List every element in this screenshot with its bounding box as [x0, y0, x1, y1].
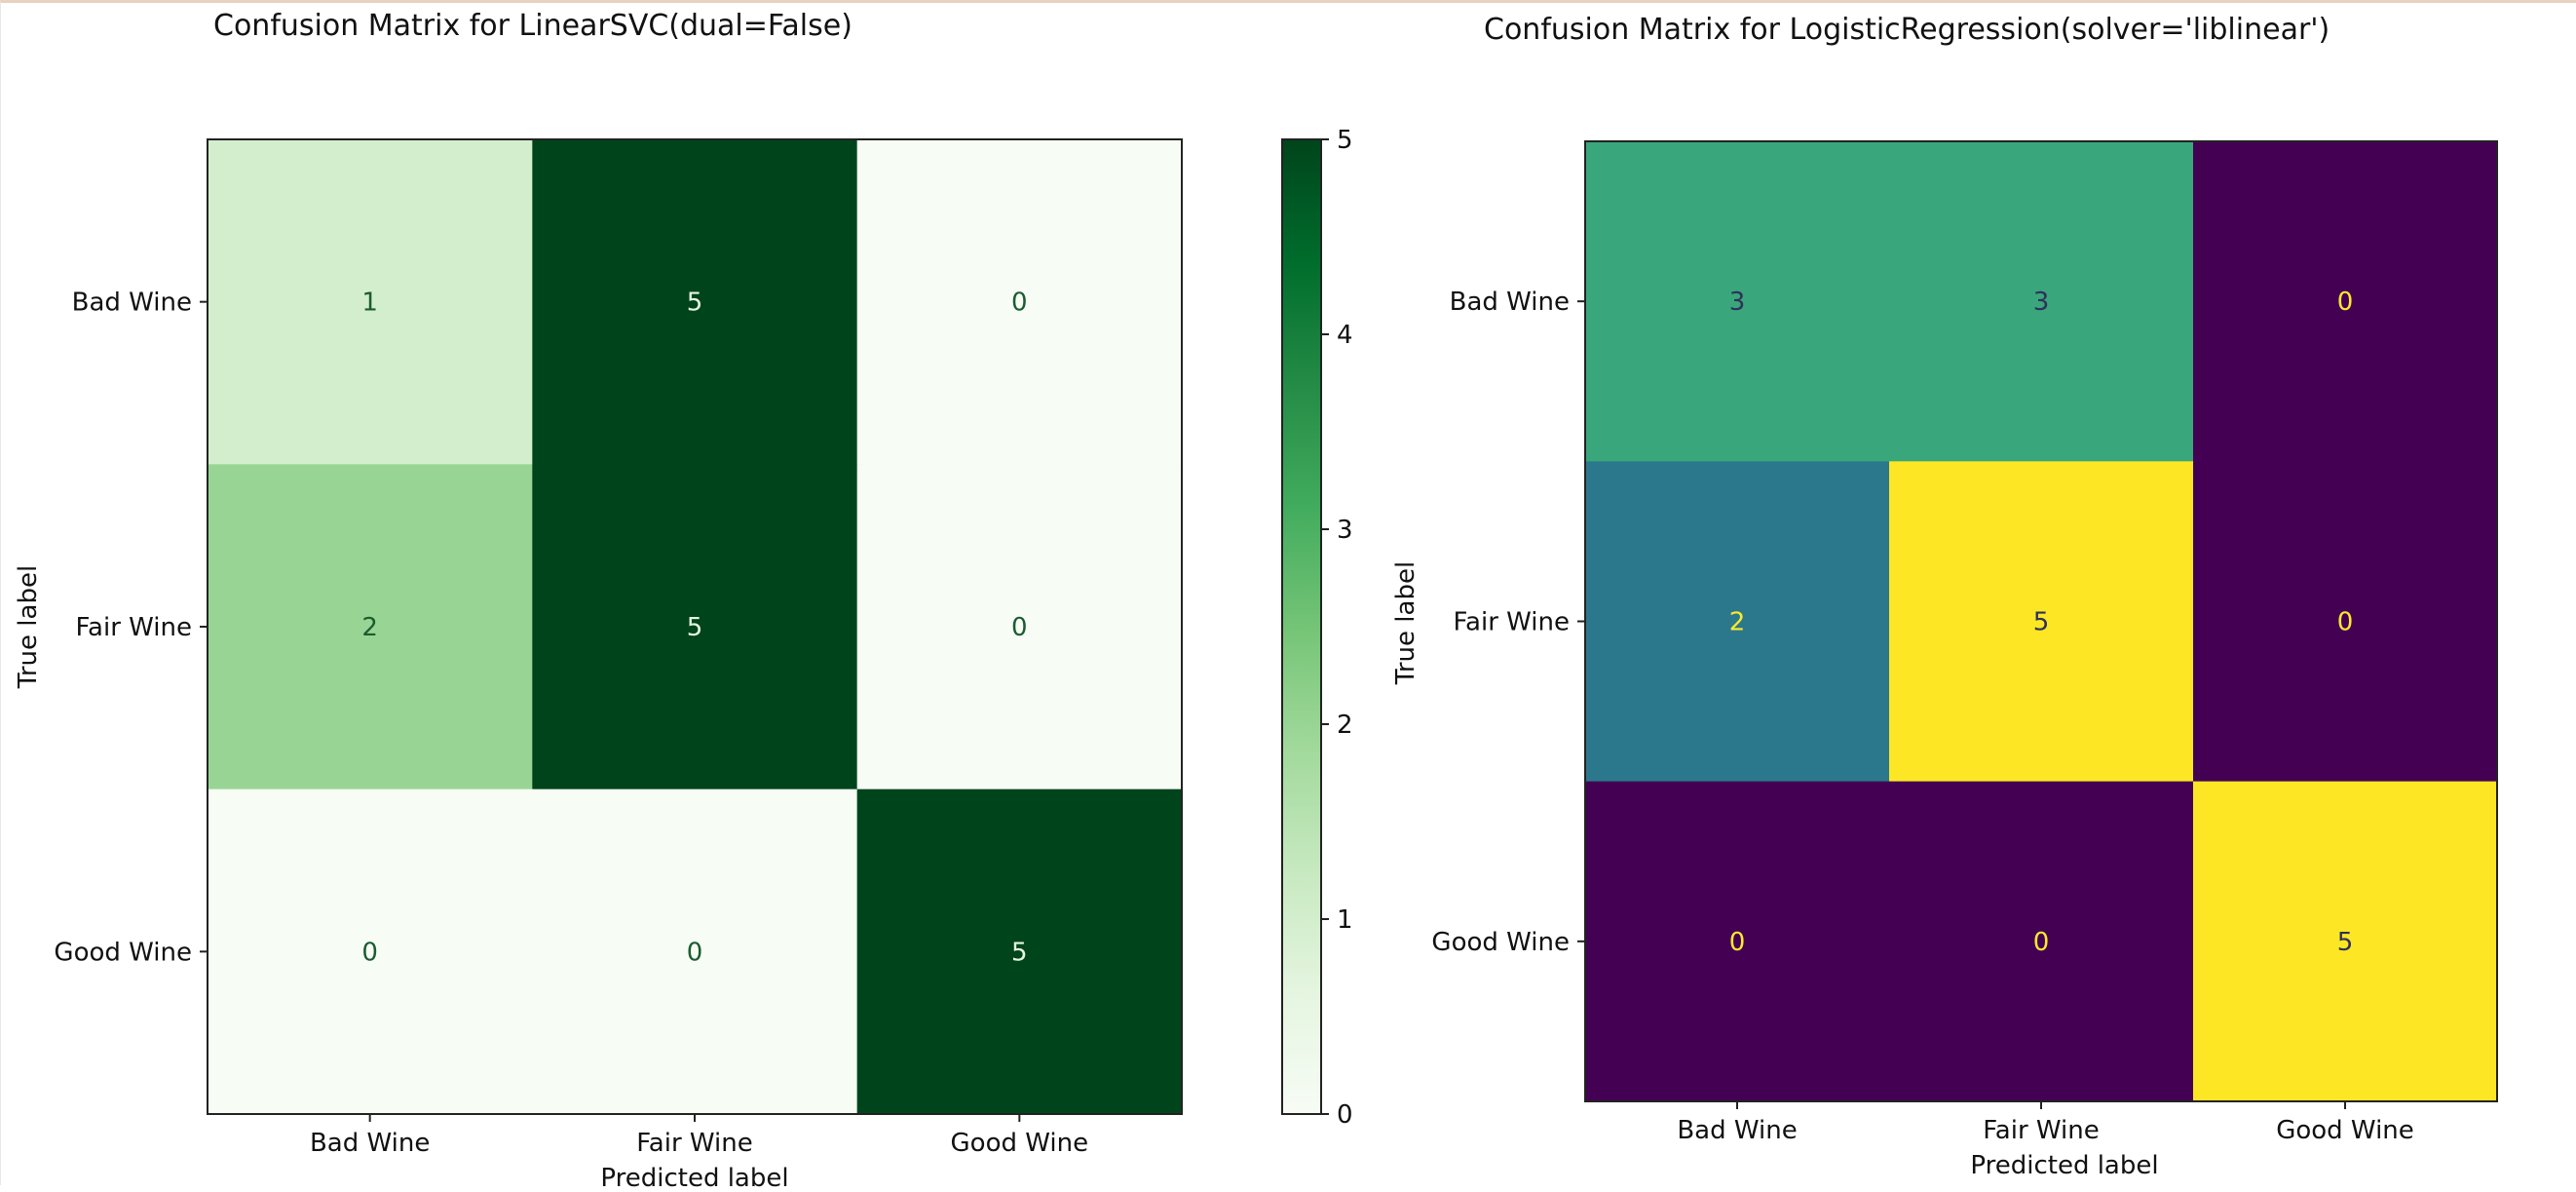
colorbar-tick-label: 4	[1337, 321, 1353, 350]
colorbar-tick-label: 2	[1337, 711, 1353, 740]
logreg-cell-value: 0	[1729, 928, 1746, 957]
linearsvc-cell	[208, 788, 533, 1115]
logreg-cell	[2193, 461, 2498, 783]
linearsvc-y-tick-label: Fair Wine	[75, 613, 192, 642]
logreg-cell	[1585, 781, 1890, 1102]
colorbar-ticks: 0 1 2 3 4 5	[1321, 126, 1353, 1130]
logreg-cells: 3 3 0 2 5 0 0 0 5	[1585, 141, 2498, 1102]
linearsvc-cells: 1 5 0 2 5 0 0 0 5	[208, 139, 1183, 1115]
linearsvc-cell-value: 5	[687, 288, 703, 318]
logreg-confusion-matrix: Confusion Matrix for LogisticRegression(…	[1391, 13, 2498, 1180]
linearsvc-x-tick-label: Good Wine	[951, 1129, 1089, 1158]
linearsvc-cell-value: 0	[361, 938, 378, 967]
logreg-cell-value: 0	[2337, 288, 2354, 317]
logreg-cell-value: 2	[1729, 608, 1746, 637]
logreg-y-axis-label: True label	[1391, 561, 1421, 685]
logreg-y-tick-label: Fair Wine	[1453, 608, 1570, 637]
logreg-cell	[1889, 781, 2194, 1102]
colorbar-tick-label: 3	[1337, 516, 1353, 545]
linearsvc-cell-value: 0	[1011, 613, 1028, 642]
logreg-chart-title: Confusion Matrix for LogisticRegression(…	[1484, 13, 2330, 47]
colorbar-tick-label: 1	[1337, 905, 1353, 935]
logreg-cell	[2193, 781, 2498, 1102]
linearsvc-cell	[856, 139, 1183, 465]
linearsvc-chart-title: Confusion Matrix for LinearSVC(dual=Fals…	[213, 9, 852, 43]
logreg-cell-value: 3	[2033, 288, 2050, 317]
logreg-cell-value: 5	[2033, 608, 2050, 637]
logreg-cell-value: 5	[2337, 928, 2354, 957]
logreg-x-tick-label: Good Wine	[2276, 1116, 2414, 1145]
linearsvc-cell	[856, 788, 1183, 1115]
logreg-cell	[1889, 461, 2194, 783]
logreg-cell	[2193, 141, 2498, 462]
linearsvc-confusion-matrix: Confusion Matrix for LinearSVC(dual=Fals…	[14, 9, 1353, 1192]
logreg-cell-value: 0	[2033, 928, 2050, 957]
colorbar-tick-label: 0	[1337, 1100, 1353, 1130]
linearsvc-cell	[208, 139, 533, 465]
logreg-x-axis-label: Predicted label	[1970, 1151, 2158, 1180]
logreg-y-tick-label: Bad Wine	[1450, 288, 1570, 317]
linearsvc-y-tick-label: Good Wine	[54, 938, 192, 967]
linearsvc-ticks: Bad Wine Fair Wine Good Wine Bad Wine Fair W…	[54, 288, 1088, 1158]
linearsvc-cell	[856, 464, 1183, 790]
linearsvc-y-tick-label: Bad Wine	[72, 288, 192, 318]
logreg-y-tick-label: Good Wine	[1431, 928, 1570, 957]
logreg-cell-value: 3	[1729, 288, 1746, 317]
logreg-cell	[1889, 141, 2194, 462]
logreg-cell	[1585, 461, 1890, 783]
linearsvc-cell-value: 0	[687, 938, 703, 967]
figure-svg: Confusion Matrix for LinearSVC(dual=Fals…	[14, 9, 2498, 1192]
linearsvc-x-tick-label: Bad Wine	[310, 1129, 430, 1158]
logreg-cell-value: 0	[2337, 608, 2354, 637]
linearsvc-cell-value: 0	[1011, 288, 1028, 318]
linearsvc-cell	[208, 464, 533, 790]
logreg-ticks: Bad Wine Fair Wine Good Wine Bad Wine Fair W…	[1431, 288, 2413, 1145]
linearsvc-colorbar: 0 1 2 3 4 5	[1281, 126, 1353, 1130]
linearsvc-x-axis-label: Predicted label	[600, 1164, 788, 1188]
logreg-x-tick-label: Bad Wine	[1677, 1116, 1797, 1145]
linearsvc-y-axis-label: True label	[14, 565, 43, 689]
logreg-cell	[1585, 141, 1890, 462]
linearsvc-cell-value: 1	[361, 288, 378, 318]
linearsvc-cell	[532, 464, 858, 790]
linearsvc-cell	[532, 788, 858, 1115]
logreg-x-tick-label: Fair Wine	[1983, 1116, 2100, 1145]
linearsvc-x-tick-label: Fair Wine	[636, 1129, 753, 1158]
linearsvc-cell-value: 2	[361, 613, 378, 642]
linearsvc-cell-value: 5	[687, 613, 703, 642]
colorbar-gradient	[1281, 138, 1322, 1115]
linearsvc-cell	[532, 139, 858, 465]
linearsvc-cell-value: 5	[1011, 938, 1028, 967]
colorbar-tick-label: 5	[1337, 126, 1353, 155]
